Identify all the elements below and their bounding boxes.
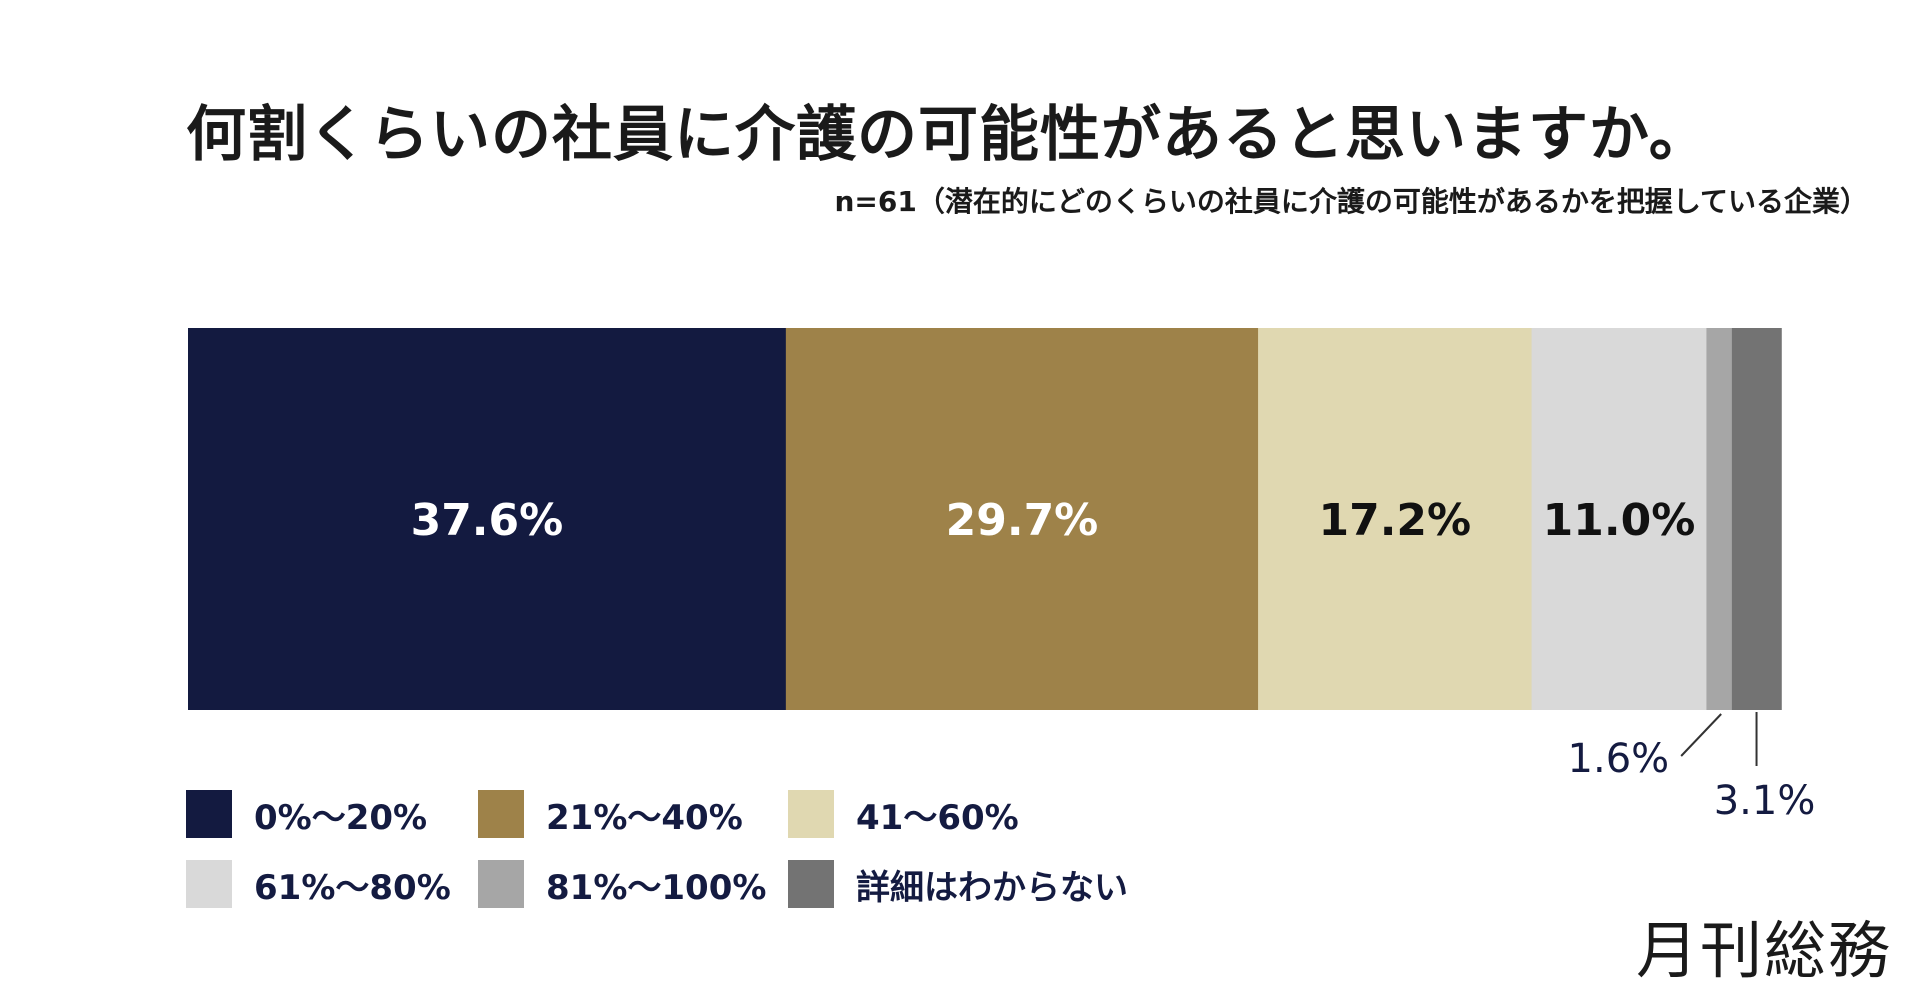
legend-label: 21%〜40%	[546, 797, 743, 838]
legend-swatch	[186, 860, 232, 908]
legend-label: 0%〜20%	[254, 797, 428, 838]
bar-segment	[1531, 328, 1708, 710]
legend-swatch	[186, 790, 232, 838]
legend-swatch	[478, 790, 524, 838]
legend-swatch	[788, 860, 834, 908]
legend-item: 詳細はわからない	[788, 860, 1128, 908]
data-label: 1.6%	[1568, 736, 1670, 782]
bar-segment	[1706, 328, 1733, 710]
bar-segment	[1258, 328, 1533, 710]
data-label: 3.1%	[1714, 778, 1816, 824]
legend-label: 81%〜100%	[546, 867, 767, 908]
legend-item: 21%〜40%	[478, 790, 788, 838]
legend-swatch	[788, 790, 834, 838]
data-label: 17.2%	[1318, 495, 1471, 546]
legend-swatch	[478, 860, 524, 908]
bar-segment	[785, 328, 1259, 710]
chart-title: 何割くらいの社員に介護の可能性があると思いますか。	[186, 100, 1710, 170]
data-label: 37.6%	[411, 495, 564, 546]
data-label: 11.0%	[1543, 495, 1696, 546]
legend-label: 41〜60%	[856, 797, 1019, 838]
legend-item: 0%〜20%	[186, 790, 478, 838]
legend-item: 61%〜80%	[186, 860, 478, 908]
legend-label: 詳細はわからない	[856, 867, 1128, 908]
legend-label: 61%〜80%	[254, 867, 451, 908]
bar-segment	[188, 328, 787, 710]
chart-legend: 0%〜20% 21%〜40% 41〜60% 61%〜80% 81%〜100% 詳細はわから…	[186, 790, 1128, 908]
legend-item: 81%〜100%	[478, 860, 788, 908]
callout-line	[1680, 713, 1722, 757]
bar-segment	[1731, 328, 1782, 710]
brand-logo: 月刊総務	[1635, 914, 1892, 987]
chart-subtitle: n=61（潜在的にどのくらいの社員に介護の可能性があるかを把握している企業）	[834, 185, 1868, 218]
data-label: 29.7%	[946, 495, 1099, 546]
legend-item: 41〜60%	[788, 790, 1118, 838]
